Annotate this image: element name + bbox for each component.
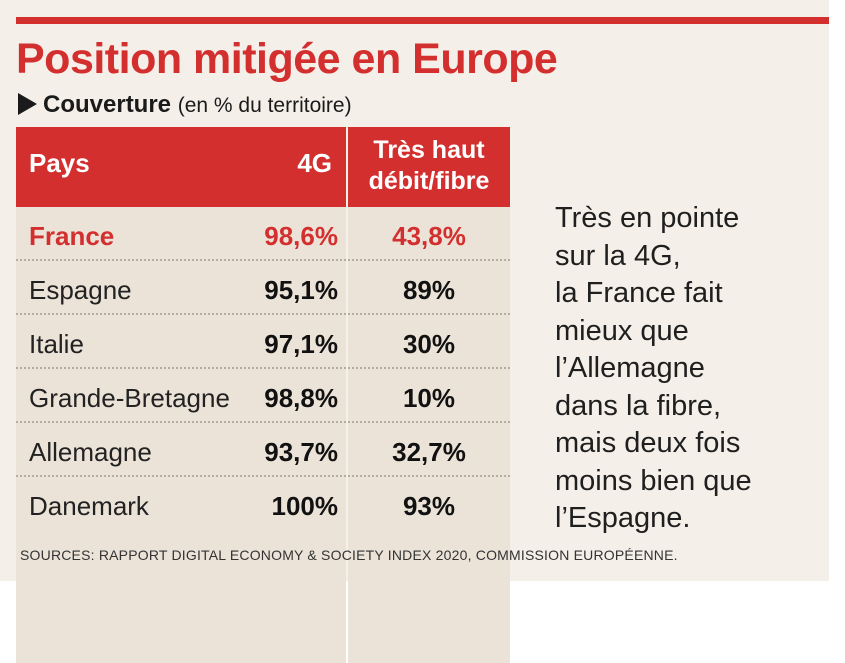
annotation-line: sur la 4G, (555, 239, 681, 272)
country-cell: Danemark (29, 491, 149, 521)
row-divider (16, 421, 510, 423)
coverage-4g-cell: 97,1% (264, 329, 338, 359)
coverage-fibre-cell: 10% (402, 383, 456, 413)
coverage-4g-cell: 100% (271, 491, 339, 521)
column-header-fibre-line2: débit/fibre (368, 167, 490, 195)
annotation-text: Très en pointe sur la 4G, la France fait mi… (555, 200, 815, 538)
country-cell: Espagne (29, 275, 132, 305)
annotation-line: l’Espagne. (555, 502, 691, 534)
table-row: Grande-Bretagne 98,8% 10% (16, 369, 510, 423)
column-background-right (348, 207, 510, 663)
country-cell: Italie (29, 329, 84, 359)
subtitle-unit: (en % du territoire) (177, 94, 352, 117)
annotation-line: dans la fibre, (555, 389, 722, 422)
country-cell: Allemagne (29, 437, 152, 467)
coverage-fibre-cell: 32,7% (392, 437, 466, 467)
coverage-4g-cell: 98,6% (264, 221, 338, 251)
row-divider (16, 367, 510, 369)
column-header-4g: 4G (297, 148, 332, 178)
table-header-left: Pays 4G (16, 127, 346, 207)
annotation-line: mais deux fois (555, 427, 741, 459)
subtitle-label: Couverture (43, 91, 172, 118)
column-background-left (16, 207, 346, 663)
table-row: France 98,6% 43,8% (16, 207, 510, 261)
annotation-line: Très en pointe (555, 202, 740, 234)
coverage-4g-cell: 98,8% (264, 383, 338, 413)
table-row: Italie 97,1% 30% (16, 315, 510, 369)
coverage-fibre-cell: 89% (402, 275, 456, 305)
top-red-rule (16, 17, 829, 24)
table-row: Allemagne 93,7% 32,7% (16, 423, 510, 477)
coverage-fibre-cell: 93% (402, 491, 456, 521)
row-divider (16, 475, 510, 477)
annotation-line: l’Allemagne (555, 352, 705, 384)
table-row: Espagne 95,1% 89% (16, 261, 510, 315)
column-header-fibre-line1: Très haut (373, 136, 485, 164)
country-cell: Grande-Bretagne (29, 383, 230, 413)
column-header-pays: Pays (29, 148, 90, 178)
coverage-fibre-cell: 43,8% (392, 221, 466, 251)
page-title: Position mitigée en Europe (16, 35, 558, 83)
table-body: France 98,6% 43,8% Espagne 95,1% 89% Italie 97,… (16, 207, 510, 531)
source-note: SOURCES: RAPPORT DIGITAL ECONOMY & SOCIE… (20, 547, 678, 563)
annotation-line: moins bien que (555, 464, 752, 497)
coverage-4g-cell: 93,7% (264, 437, 338, 467)
coverage-fibre-cell: 30% (402, 329, 456, 359)
annotation-line: mieux que (555, 314, 689, 347)
triangle-bullet-icon (18, 93, 37, 115)
header-divider (346, 127, 348, 207)
table-header-right: Très haut débit/fibre (348, 127, 510, 207)
subtitle: Couverture (en % du territoire) (18, 90, 352, 120)
country-cell: France (29, 221, 115, 251)
annotation-line: la France fait (555, 277, 723, 309)
row-divider (16, 313, 510, 315)
coverage-4g-cell: 95,1% (264, 275, 338, 305)
column-header-fibre: Très haut débit/fibre (348, 135, 510, 197)
row-divider (16, 259, 510, 261)
table-row: Danemark 100% 93% (16, 477, 510, 531)
